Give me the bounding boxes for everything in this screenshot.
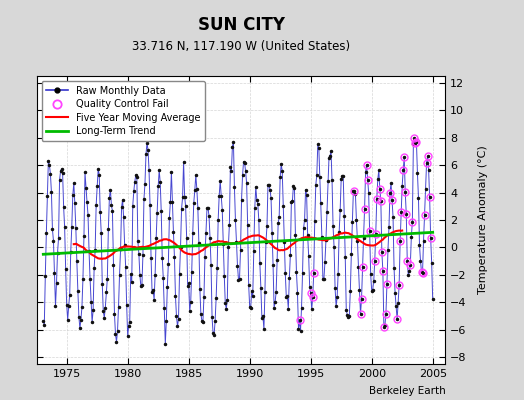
- Text: Berkeley Earth: Berkeley Earth: [369, 386, 445, 396]
- Legend: Raw Monthly Data, Quality Control Fail, Five Year Moving Average, Long-Term Tren: Raw Monthly Data, Quality Control Fail, …: [41, 81, 205, 141]
- Text: 33.716 N, 117.190 W (United States): 33.716 N, 117.190 W (United States): [132, 40, 350, 53]
- Y-axis label: Temperature Anomaly (°C): Temperature Anomaly (°C): [478, 146, 488, 294]
- Text: SUN CITY: SUN CITY: [198, 16, 285, 34]
